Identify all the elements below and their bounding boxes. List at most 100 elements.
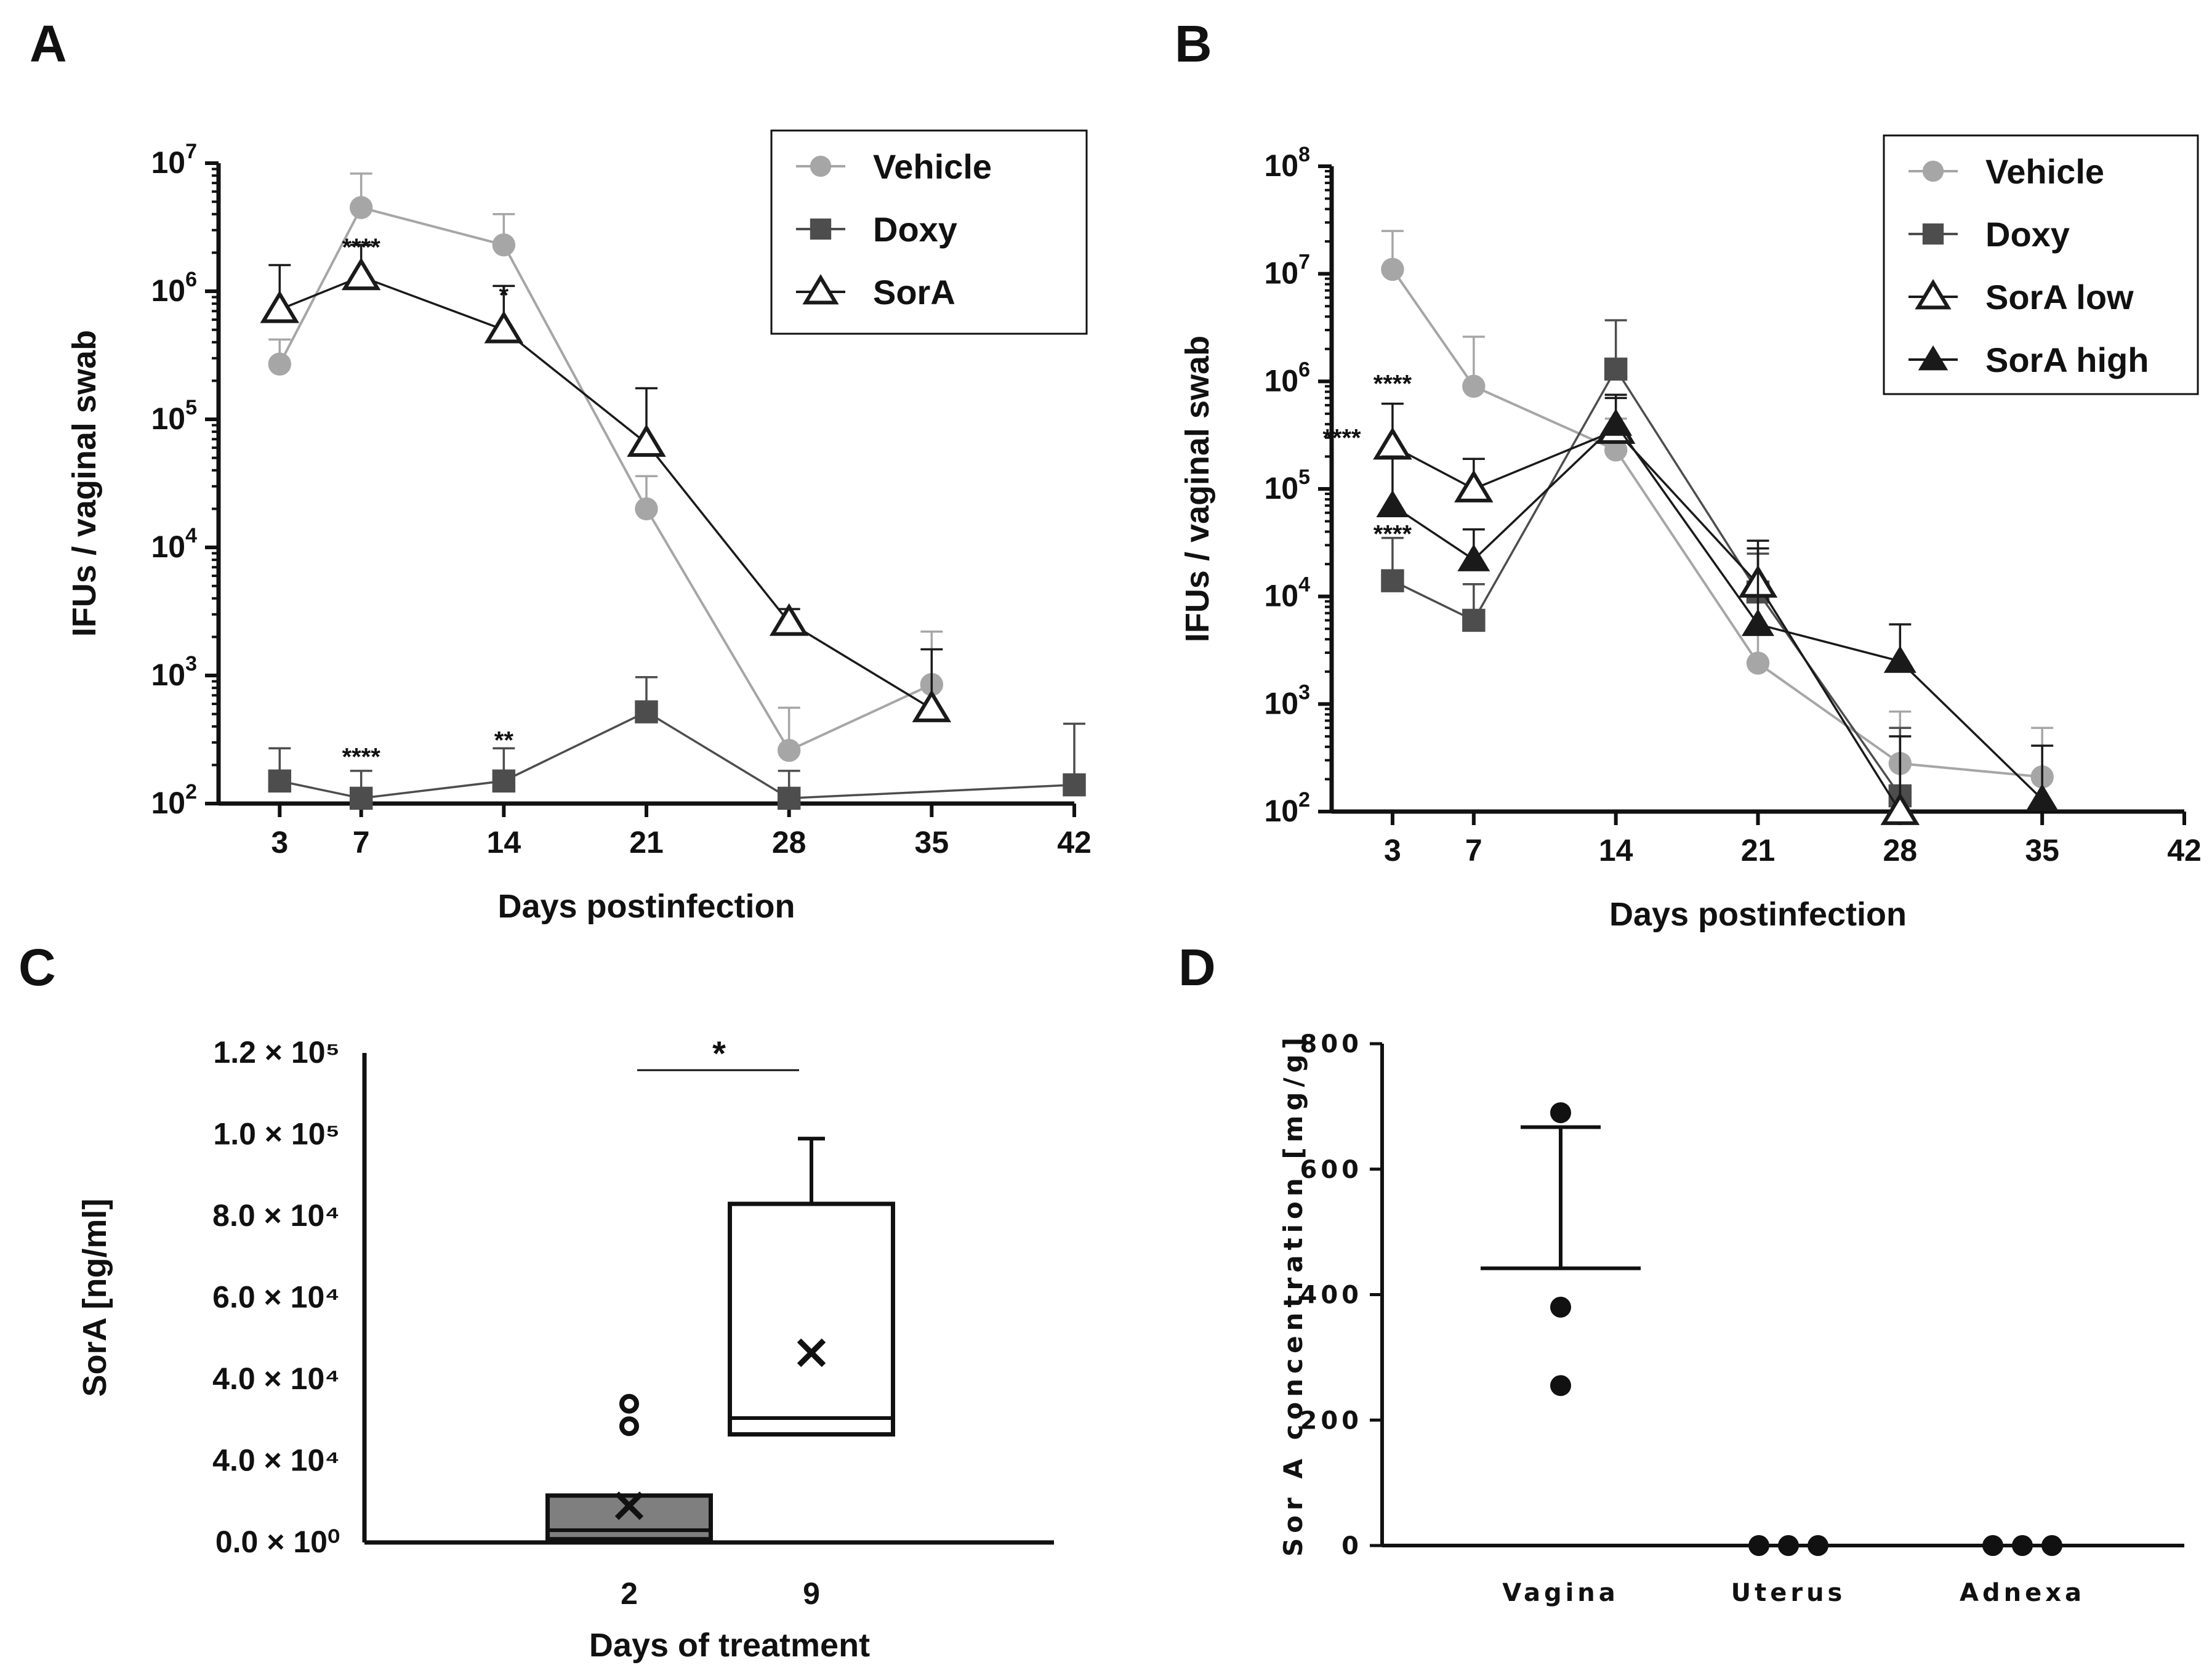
y-tick-label: 4.0 × 10⁴: [212, 1443, 340, 1478]
x-tick-label: 21: [1741, 833, 1776, 868]
x-tick-label: 28: [772, 825, 806, 860]
box-body: [728, 1201, 895, 1437]
panel-letter-a: A: [30, 15, 67, 73]
data-point: [635, 700, 658, 724]
y-tick-label: 1.0 × 10⁵: [213, 1117, 340, 1151]
x-tick-label: 21: [629, 825, 664, 860]
x-tick-label: 42: [2167, 833, 2202, 868]
legend: Vehicle Doxy SorA: [770, 129, 1088, 335]
legend-swatch-marker: [802, 274, 839, 305]
y-tick-label: 103: [1264, 680, 1310, 720]
significance-label: ****: [1322, 424, 1361, 451]
y-tick-label: 400: [1300, 1281, 1363, 1310]
data-point: [1982, 1535, 2003, 1556]
y-tick-label: 107: [151, 140, 197, 180]
data-point: [2041, 1535, 2062, 1556]
data-point: [484, 310, 524, 344]
data-point: [1063, 773, 1086, 797]
y-tick-label: 0.0 × 10⁰: [215, 1525, 340, 1559]
data-point: [268, 352, 292, 376]
data-point: [1550, 1296, 1571, 1318]
legend-swatch-marker: [1915, 279, 1952, 310]
data-point: [1599, 408, 1633, 436]
series-sora-low: [1373, 397, 1920, 825]
data-point: [1883, 645, 1916, 673]
y-tick-label: 104: [1264, 573, 1310, 613]
x-axis-title: Days postinfection: [497, 888, 795, 925]
data-point: [777, 786, 801, 810]
y-tick-label: 105: [151, 396, 197, 436]
y-tick-label: 1.2 × 10⁵: [213, 1035, 340, 1070]
series-line: [1392, 367, 1901, 797]
data-point: [2025, 783, 2059, 811]
data-point: [260, 290, 300, 323]
data-point: [492, 769, 516, 793]
panel-letter-b: B: [1175, 15, 1212, 73]
mean-mark: [797, 1338, 826, 1368]
data-point: [1373, 427, 1412, 460]
significance-label: ****: [342, 743, 381, 770]
y-axis-title: IFUs / vaginal swab: [1179, 336, 1216, 642]
x-tick-label: 7: [353, 825, 370, 860]
y-tick-label: 600: [1300, 1156, 1363, 1184]
x-tick-label: 2: [621, 1576, 638, 1611]
data-point: [1457, 544, 1490, 571]
y-tick-label: 103: [151, 652, 197, 692]
data-point: [1550, 1102, 1571, 1124]
legend-label: Vehicle: [1985, 152, 2104, 191]
panel-b-chart: 102 103 104 105 106 107 108 3 7 14 21 28 35 42 Days po…: [1179, 134, 2202, 933]
panel-c-chart: 0.0 × 10⁰ 4.0 × 10⁴ 4.0 × 10⁴ 6.0 × 10⁴ 8.0 …: [76, 1034, 1054, 1664]
data-point: [1462, 374, 1486, 398]
y-axis-title: Sor A concentration [mg/g]: [1278, 1033, 1308, 1557]
y-tick-label: 102: [1264, 788, 1310, 828]
data-point: [1376, 490, 1409, 517]
legend-label: Vehicle: [873, 147, 992, 186]
significance-label: ****: [342, 234, 381, 261]
data-point: [769, 603, 809, 636]
outlier-point: [619, 1416, 639, 1437]
y-tick-label: 800: [1300, 1030, 1363, 1058]
significance-label: *: [712, 1034, 726, 1073]
legend-swatch-marker: [810, 155, 832, 177]
points-adnexa: [1982, 1535, 2062, 1556]
outlier-point: [619, 1393, 639, 1414]
data-point: [1746, 651, 1770, 675]
data-point: [1604, 357, 1628, 381]
data-point: [2012, 1535, 2033, 1556]
x-axis-title: Days postinfection: [1609, 896, 1907, 933]
y-tick-label: 200: [1300, 1406, 1363, 1435]
x-tick-label: 3: [1384, 833, 1401, 868]
y-tick-label: 107: [1264, 251, 1310, 291]
legend-label: SorA low: [1985, 278, 2134, 316]
x-tick-label: 35: [915, 825, 949, 860]
data-point: [341, 257, 381, 291]
data-point: [268, 769, 292, 793]
x-tick-label: 42: [1057, 825, 1092, 860]
series-doxy: [1381, 319, 1912, 808]
mean-mark: [614, 1491, 644, 1520]
y-tick-label: 108: [1264, 143, 1310, 183]
panel-a-chart: 102 103 104 105 106 107 3 7 14 21 28 35 42 Days posti…: [66, 129, 1092, 925]
x-tick-label: 9: [803, 1576, 820, 1611]
significance-label: **: [494, 727, 514, 754]
series-line: [278, 206, 933, 752]
data-point: [1550, 1375, 1571, 1397]
series-line: [279, 275, 933, 710]
x-tick-label: 7: [1465, 833, 1482, 868]
legend-swatch-marker: [1918, 345, 1949, 371]
x-tick-label: 28: [1883, 833, 1918, 868]
data-point: [1462, 608, 1486, 632]
x-tick-label: Uterus: [1731, 1579, 1846, 1607]
data-point: [635, 497, 658, 521]
data-point: [1808, 1535, 1828, 1556]
series-doxy: [268, 676, 1086, 810]
data-point: [1381, 257, 1404, 281]
x-axis-title: Days of treatment: [589, 1627, 870, 1664]
y-tick-label: 4.0 × 10⁴: [212, 1361, 340, 1396]
data-point: [492, 233, 516, 257]
x-tick-label: 14: [487, 825, 521, 860]
y-tick-label: 106: [1264, 358, 1310, 398]
y-tick-label: 102: [151, 780, 197, 820]
